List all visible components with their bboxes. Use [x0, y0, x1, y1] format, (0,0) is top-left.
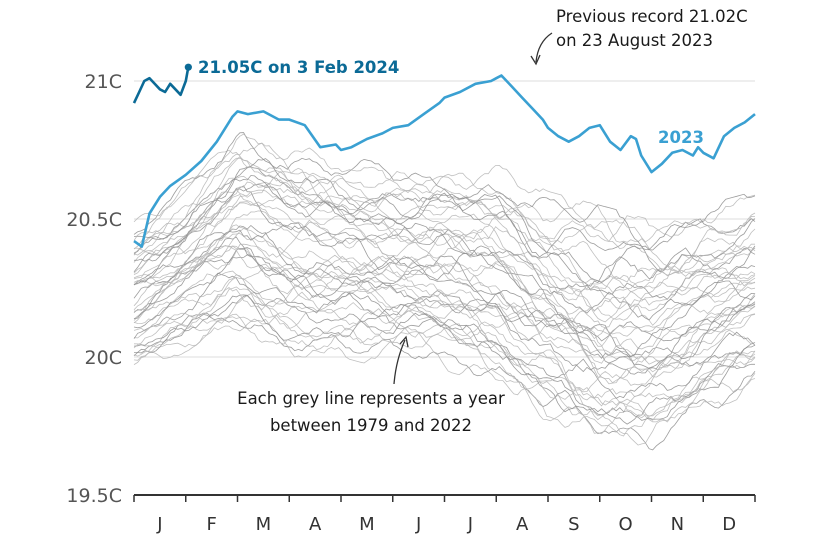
grey-year-line-18	[133, 236, 756, 360]
month-label-1: F	[206, 514, 216, 535]
y-tick-label-20-5: 20.5C	[66, 209, 122, 231]
grey-year-line-6	[133, 294, 755, 425]
grey-year-line-7	[133, 286, 756, 406]
grey-year-line-33	[133, 166, 756, 287]
series-line-2023	[133, 74, 756, 248]
record-annotation-line-2: on 23 August 2023	[556, 31, 713, 50]
month-label-4: M	[359, 514, 375, 535]
y-tick-label-20: 20C	[85, 347, 122, 369]
record-annotation-arrowhead	[530, 54, 541, 66]
record-annotation-line-1: Previous record 21.02C	[556, 7, 748, 26]
grey-year-line-1	[133, 314, 756, 437]
highlight-series	[132, 63, 756, 248]
grey-year-line-13	[133, 266, 756, 384]
month-label-9: O	[619, 514, 633, 535]
grey-year-line-28	[133, 195, 756, 321]
month-label-6: J	[467, 514, 473, 535]
y-tick-label-19-5: 19.5C	[66, 485, 122, 507]
y-tick-labels: 21C 20.5C 20C 19.5C	[66, 71, 122, 507]
series-line-2024	[132, 66, 190, 104]
month-label-11: D	[722, 514, 736, 535]
grey-year-lines	[133, 132, 756, 451]
grey-year-line-40	[133, 149, 756, 274]
y-tick-label-21: 21C	[85, 71, 122, 93]
series-endpoint-2024	[184, 63, 192, 71]
label-2023: 2023	[658, 128, 704, 147]
month-label-7: A	[516, 514, 529, 535]
month-label-10: N	[671, 514, 684, 535]
grey-year-line-23	[133, 219, 756, 364]
grey-year-line-27	[133, 185, 756, 321]
grey-year-line-0	[133, 313, 756, 451]
grey-note-line-2: between 1979 and 2022	[270, 416, 472, 435]
grey-year-line-43	[133, 133, 756, 243]
grey-year-line-38	[133, 157, 756, 276]
month-label-3: A	[309, 514, 322, 535]
grey-year-line-16	[133, 245, 756, 369]
grey-year-line-39	[133, 158, 756, 284]
gridlines	[134, 80, 755, 358]
grey-year-line-15	[133, 254, 756, 370]
grey-note-arrowhead	[399, 335, 409, 348]
grey-year-line-37	[133, 156, 756, 293]
annotations: 21.05C on 3 Feb 2024 2023 Previous recor…	[198, 7, 748, 435]
grey-year-line-3	[133, 295, 756, 421]
grey-note-line-1: Each grey line represents a year	[237, 389, 505, 408]
grey-year-line-42	[133, 132, 756, 251]
grey-year-line-30	[133, 184, 756, 300]
x-axis	[133, 494, 756, 502]
month-label-2: M	[256, 514, 272, 535]
grey-year-line-36	[133, 175, 756, 272]
grey-year-line-9	[133, 272, 756, 399]
grey-year-line-32	[133, 175, 756, 301]
grey-year-line-31	[133, 189, 756, 323]
grey-year-line-24	[133, 222, 756, 364]
grey-year-line-4	[133, 313, 756, 446]
record-annotation-arrow	[535, 32, 553, 63]
grey-year-line-29	[133, 194, 756, 310]
grey-year-line-19	[133, 224, 756, 361]
grey-year-line-22	[133, 228, 756, 347]
label-2024: 21.05C on 3 Feb 2024	[198, 58, 399, 77]
month-label-0: J	[156, 514, 162, 535]
grey-note-arrow	[393, 339, 406, 385]
grey-year-line-12	[133, 247, 756, 375]
grey-year-line-41	[133, 142, 756, 242]
grey-year-line-35	[133, 170, 756, 283]
month-label-5: J	[415, 514, 421, 535]
grey-year-line-25	[133, 210, 756, 340]
month-label-8: S	[568, 514, 579, 535]
grey-year-line-11	[133, 280, 756, 399]
